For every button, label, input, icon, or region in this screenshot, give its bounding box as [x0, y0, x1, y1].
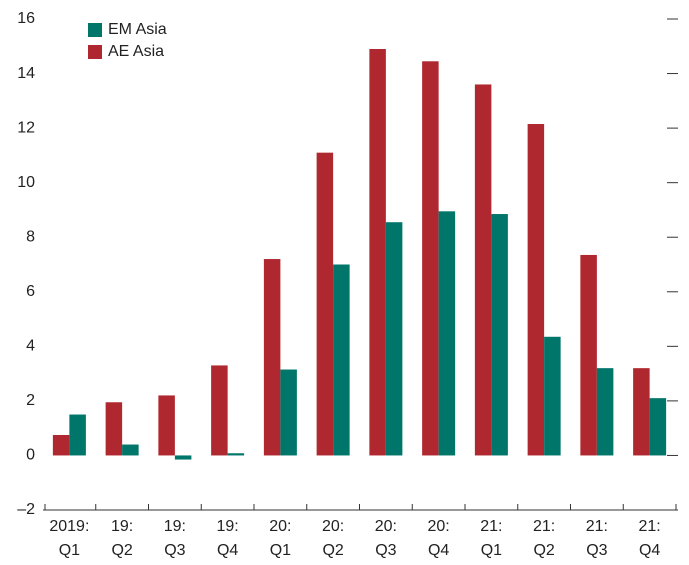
x-tick-label: 21:: [533, 518, 555, 535]
x-tick-label: 20:: [428, 518, 450, 535]
x-tick-label: Q3: [586, 542, 607, 559]
x-tick-label: 19:: [217, 518, 239, 535]
x-tick-label: 19:: [164, 518, 186, 535]
x-tick-label: 20:: [269, 518, 291, 535]
x-tick-label: 21:: [480, 518, 502, 535]
bar: [369, 49, 386, 456]
bar: [158, 395, 175, 456]
y-tick-label: 6: [26, 283, 35, 300]
y-tick-label: 14: [17, 65, 35, 82]
x-tick-label: 20:: [322, 518, 344, 535]
bar: [122, 444, 139, 456]
bar: [316, 152, 334, 456]
x-tick-label: Q4: [217, 542, 238, 559]
bar: [69, 414, 86, 456]
x-tick-label: 21:: [639, 518, 661, 535]
x-tick-label: Q1: [270, 542, 291, 559]
legend-label: AE Asia: [108, 43, 164, 60]
x-tick-label: 2019:: [49, 518, 89, 535]
x-tick-label: Q3: [375, 542, 396, 559]
bar: [438, 211, 456, 456]
x-tick-label: Q2: [533, 542, 554, 559]
bar: [527, 124, 545, 456]
bar: [649, 398, 667, 456]
bar: [385, 222, 403, 456]
legend-swatch: [88, 23, 102, 37]
bar: [105, 402, 123, 456]
legend-label: EM Asia: [108, 21, 167, 38]
bar: [211, 365, 228, 456]
bar: [333, 264, 350, 456]
bar: [474, 84, 492, 456]
x-tick-label: Q1: [481, 542, 502, 559]
y-tick-label: 4: [26, 338, 35, 355]
legend-swatch: [88, 45, 102, 59]
bar: [280, 369, 297, 456]
bar: [52, 434, 70, 456]
x-tick-label: Q1: [59, 542, 80, 559]
bar: [596, 368, 614, 456]
bar: [633, 368, 650, 456]
y-tick-label: 0: [26, 447, 35, 464]
x-tick-label: Q2: [111, 542, 132, 559]
x-tick-label: Q2: [322, 542, 343, 559]
x-tick-label: Q4: [639, 542, 660, 559]
x-tick-label: 20:: [375, 518, 397, 535]
y-tick-label: 10: [17, 174, 35, 191]
y-tick-label: 16: [17, 10, 35, 27]
bar: [263, 259, 281, 456]
x-tick-label: Q4: [428, 542, 449, 559]
bar: [491, 214, 508, 456]
y-tick-label: –2: [17, 501, 35, 518]
bar: [580, 254, 597, 456]
bar: [422, 61, 439, 456]
x-tick-label: 21:: [586, 518, 608, 535]
y-tick-label: 12: [17, 119, 35, 136]
y-tick-label: 2: [26, 392, 35, 409]
bar: [544, 336, 561, 456]
bar: [227, 453, 245, 456]
x-tick-label: 19:: [111, 518, 133, 535]
y-tick-label: 8: [26, 228, 35, 245]
x-tick-label: Q3: [164, 542, 185, 559]
bar: [174, 455, 192, 460]
